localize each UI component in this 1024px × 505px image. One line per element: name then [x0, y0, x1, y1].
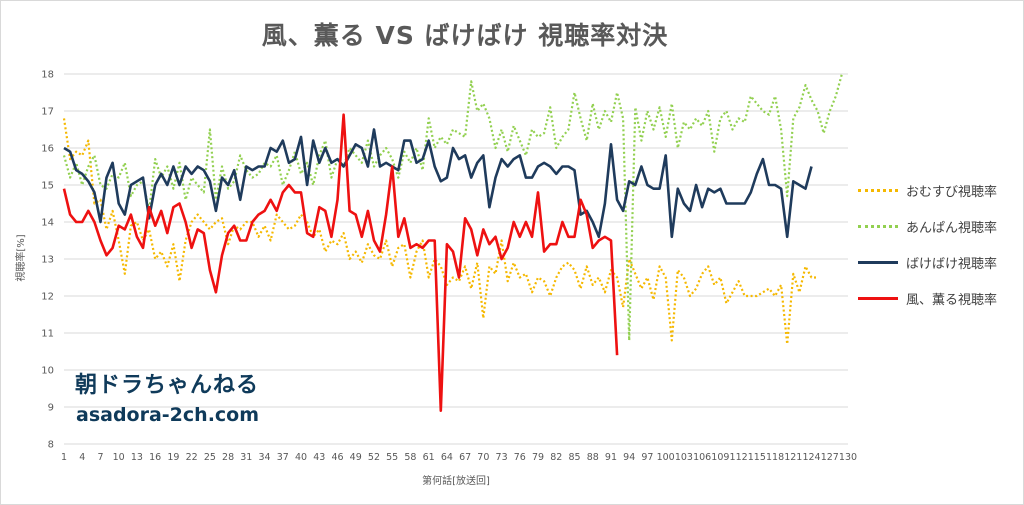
legend-item-kaze-kaoru[interactable]: 風、薫る視聴率 [858, 288, 997, 308]
x-tick-label: 109 [711, 452, 729, 463]
legend-swatch [858, 188, 898, 192]
legend-item-omusubi[interactable]: おむすび視聴率 [858, 180, 997, 200]
x-tick-label: 28 [222, 452, 234, 463]
y-axis-label: 視聴率[%] [14, 234, 27, 281]
x-tick-label: 13 [131, 452, 143, 463]
series-line-omusubi [62, 118, 818, 346]
y-tick-label: 15 [41, 181, 54, 192]
legend-label: ばけばけ視聴率 [906, 256, 998, 272]
legend-label: おむすび視聴率 [906, 184, 998, 200]
x-tick-label: 4 [79, 452, 85, 463]
x-tick-label: 58 [404, 452, 416, 463]
y-tick-label: 18 [41, 70, 54, 81]
x-tick-label: 43 [313, 452, 325, 463]
x-tick-label: 127 [821, 452, 839, 463]
legend-swatch [858, 260, 898, 264]
y-tick-label: 16 [41, 144, 54, 155]
x-tick-label: 1 [61, 452, 67, 463]
y-tick-label: 11 [41, 329, 54, 340]
y-tick-label: 14 [41, 218, 54, 229]
x-tick-label: 55 [386, 452, 398, 463]
x-tick-label: 79 [532, 452, 544, 463]
x-tick-label: 121 [784, 452, 802, 463]
x-tick-label: 31 [240, 452, 252, 463]
x-axis-label: 第何話[放送回] [422, 474, 490, 487]
legend: おむすび視聴率 あんぱん視聴率 ばけばけ視聴率 風、薫る視聴率 [858, 180, 997, 324]
legend-label: あんぱん視聴率 [906, 220, 998, 236]
x-tick-label: 10 [113, 452, 125, 463]
x-tick-label: 73 [496, 452, 508, 463]
x-tick-label: 49 [350, 452, 362, 463]
legend-label: 風、薫る視聴率 [906, 292, 998, 308]
chart-title: 風、薫る VS ばけばけ 視聴率対決 [261, 21, 669, 50]
legend-item-bakebake[interactable]: ばけばけ視聴率 [858, 252, 997, 272]
legend-swatch [858, 224, 898, 228]
x-tick-label: 115 [748, 452, 766, 463]
legend-item-anpan[interactable]: あんぱん視聴率 [858, 216, 997, 236]
y-tick-label: 10 [41, 366, 54, 377]
x-tick-label: 67 [459, 452, 471, 463]
x-tick-label: 19 [167, 452, 179, 463]
y-tick-label: 8 [48, 440, 54, 451]
x-tick-label: 130 [839, 452, 857, 463]
x-tick-label: 82 [550, 452, 562, 463]
x-tick-label: 91 [605, 452, 617, 463]
y-tick-label: 13 [41, 255, 54, 266]
x-tick-label: 34 [259, 452, 271, 463]
x-tick-label: 61 [423, 452, 435, 463]
x-tick-label: 88 [587, 452, 599, 463]
x-tick-label: 22 [186, 452, 198, 463]
x-tick-label: 25 [204, 452, 216, 463]
series-line-kaze-kaoru [62, 113, 619, 413]
watermark-site-name: 朝ドラちゃんねる [75, 373, 260, 398]
y-tick-label: 17 [41, 107, 54, 118]
series-line-bakebake [63, 128, 813, 239]
x-tick-label: 106 [693, 452, 711, 463]
x-tick-label: 76 [514, 452, 526, 463]
x-tick-label: 112 [730, 452, 748, 463]
legend-swatch [858, 296, 898, 300]
x-tick-label: 103 [675, 452, 693, 463]
x-tick-label: 70 [477, 452, 489, 463]
x-tick-label: 7 [97, 452, 103, 463]
x-tick-label: 118 [766, 452, 784, 463]
x-tick-label: 124 [802, 452, 820, 463]
x-tick-label: 85 [568, 452, 580, 463]
y-tick-label: 12 [41, 292, 54, 303]
y-tick-label: 9 [48, 403, 54, 414]
x-tick-label: 64 [441, 452, 453, 463]
x-tick-label: 97 [641, 452, 653, 463]
series-line-anpan [62, 73, 843, 342]
watermark-url: asadora-2ch.com [76, 404, 260, 426]
x-tick-label: 52 [368, 452, 380, 463]
x-tick-label: 94 [623, 452, 635, 463]
x-tick-label: 37 [277, 452, 289, 463]
x-tick-label: 100 [657, 452, 675, 463]
x-tick-label: 16 [149, 452, 161, 463]
x-tick-label: 40 [295, 452, 307, 463]
x-tick-label: 46 [331, 452, 343, 463]
